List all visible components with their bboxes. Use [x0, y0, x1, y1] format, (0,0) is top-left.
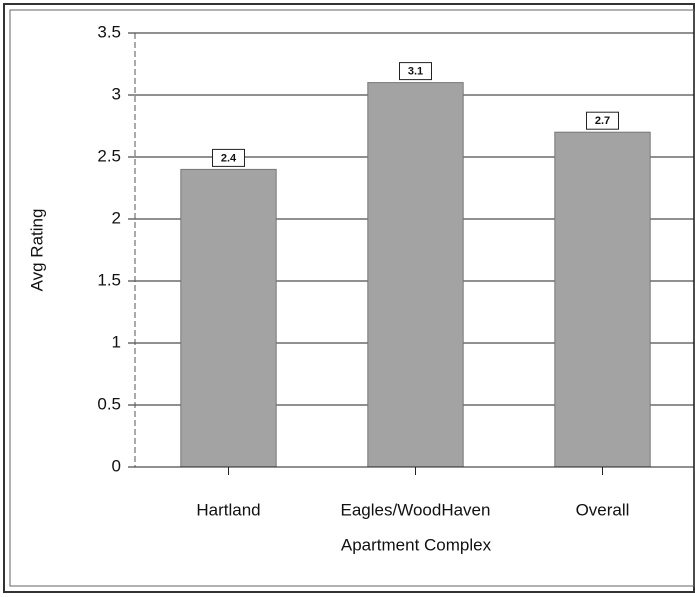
y-tick-label: 1.5 — [97, 270, 121, 289]
bar — [180, 168, 277, 468]
y-tick-label: 2.5 — [97, 146, 121, 165]
y-tick-label: 2 — [112, 208, 121, 227]
bar — [554, 131, 651, 468]
x-tick-label: Eagles/WoodHaven — [341, 500, 491, 519]
value-label: 3.1 — [408, 66, 423, 78]
y-tick-label: 3.5 — [97, 22, 121, 41]
y-axis-title: Avg Rating — [27, 209, 46, 292]
y-tick-label: 0.5 — [97, 394, 121, 413]
x-tick-label: Overall — [576, 500, 630, 519]
value-label-box — [399, 62, 432, 81]
y-tick-label: 3 — [112, 84, 121, 103]
inner-frame — [9, 9, 695, 587]
bar — [367, 82, 464, 468]
value-label: 2.4 — [221, 152, 237, 164]
y-tick-label: 0 — [112, 456, 121, 475]
value-label-box — [586, 111, 619, 130]
x-axis-title: Apartment Complex — [341, 535, 492, 554]
value-label-box — [212, 148, 245, 167]
y-tick-label: 1 — [112, 332, 121, 351]
x-tick-label: Hartland — [196, 500, 260, 519]
value-label: 2.7 — [595, 115, 610, 127]
